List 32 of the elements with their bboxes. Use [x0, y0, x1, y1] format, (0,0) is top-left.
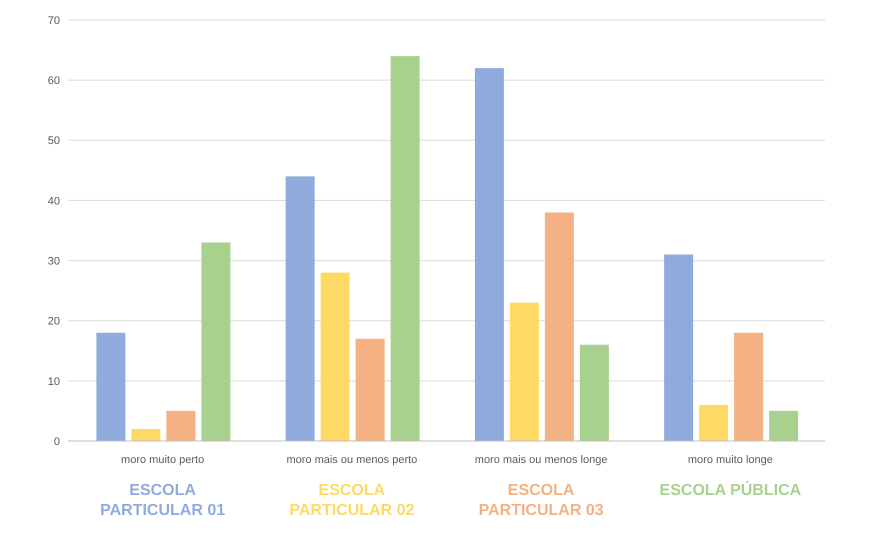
- bar: [474, 68, 504, 441]
- x-tick-label: moro mais ou menos perto: [286, 454, 418, 466]
- text: ESCOLA PARTICULAR 01: [99, 481, 226, 521]
- y-tick-label: 50: [48, 135, 60, 148]
- text: ESCOLA PÚBLICA: [660, 481, 802, 501]
- text: ESCOLA PARTICULAR 03: [478, 481, 605, 521]
- bar: [734, 332, 764, 441]
- y-tick-label: 30: [48, 255, 60, 268]
- bar: [131, 428, 160, 441]
- x-tick-label: moro mais ou menos longe: [474, 454, 608, 466]
- x-tick-label: moro muito longe: [688, 454, 773, 466]
- bar: [96, 332, 126, 441]
- bar: [769, 410, 798, 441]
- bar: [510, 302, 539, 441]
- bar: [320, 272, 350, 441]
- y-tick-label: 70: [48, 14, 60, 27]
- y-tick-label: 20: [48, 316, 60, 328]
- bar: [286, 176, 315, 441]
- bar: [664, 254, 694, 441]
- bar: [356, 338, 385, 441]
- bar: [699, 404, 728, 441]
- bar: [544, 212, 574, 441]
- x-tick-label: moro muito perto: [121, 454, 204, 466]
- bar: [580, 344, 609, 441]
- y-tick-label: 10: [48, 376, 60, 388]
- text: ESCOLA PARTICULAR 02: [288, 481, 416, 521]
- y-tick-label: 60: [48, 75, 60, 88]
- y-tick-label: 0: [54, 436, 60, 448]
- bar: [201, 242, 230, 441]
- bar: [390, 56, 420, 441]
- y-tick-label: 40: [48, 195, 60, 208]
- bar: [166, 410, 196, 441]
